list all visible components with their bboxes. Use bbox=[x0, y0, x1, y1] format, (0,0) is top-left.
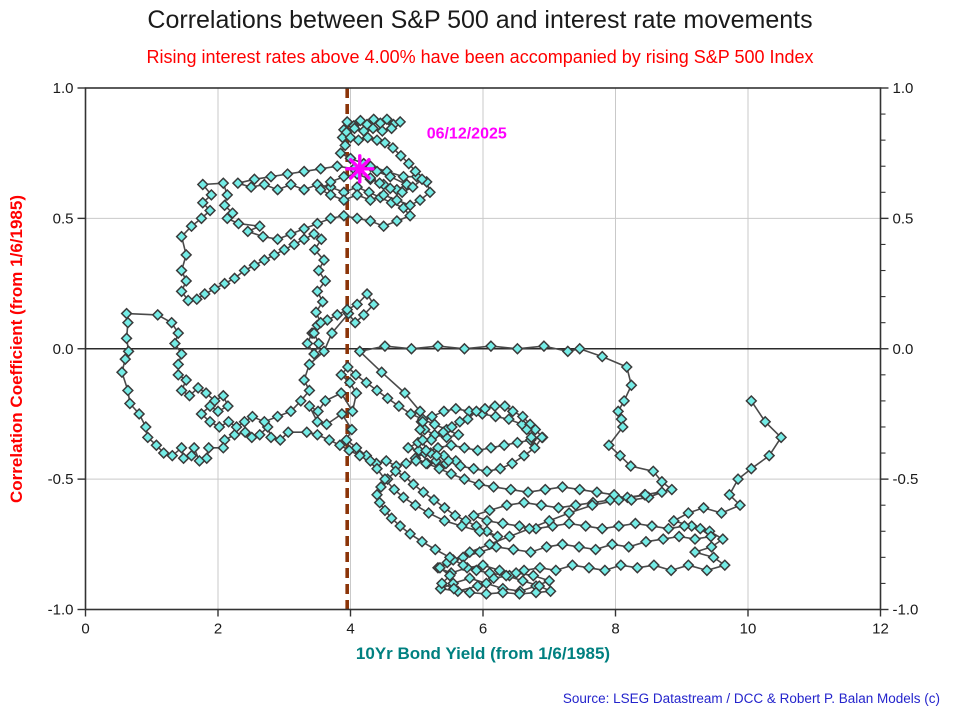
svg-text:0.5: 0.5 bbox=[893, 210, 914, 227]
svg-text:-1.0: -1.0 bbox=[48, 602, 74, 619]
svg-text:-0.5: -0.5 bbox=[893, 471, 919, 488]
date-annotation: 06/12/2025 bbox=[427, 126, 507, 143]
axis-tick-labels: 0 2 4 6 8 10 12 1.0 1.0 0.5 0.5 0.0 0.0 -0.5 -0.5 -1.0 -… bbox=[48, 80, 919, 638]
svg-text:8: 8 bbox=[611, 621, 619, 638]
gridlines bbox=[85, 88, 881, 610]
svg-text:0.0: 0.0 bbox=[893, 341, 914, 358]
svg-text:6: 6 bbox=[479, 621, 487, 638]
latest-point-star-icon bbox=[345, 154, 375, 184]
svg-text:-0.5: -0.5 bbox=[48, 471, 74, 488]
page-title: Correlations between S&P 500 and interes… bbox=[147, 6, 813, 34]
source-note: Source: LSEG Datastream / DCC & Robert P… bbox=[562, 691, 940, 706]
svg-text:2: 2 bbox=[214, 621, 222, 638]
svg-text:10: 10 bbox=[740, 621, 757, 638]
data-markers bbox=[115, 113, 788, 600]
svg-text:1.0: 1.0 bbox=[53, 80, 74, 97]
chart-subtitle: Rising interest rates above 4.00% have b… bbox=[146, 47, 814, 67]
y-axis-label: Correlation Coefficient (from 1/6/1985) bbox=[7, 195, 26, 503]
svg-text:0.5: 0.5 bbox=[53, 210, 74, 227]
axis-ticks bbox=[77, 87, 889, 617]
svg-text:4: 4 bbox=[346, 621, 354, 638]
svg-text:0.0: 0.0 bbox=[53, 341, 74, 358]
svg-text:0: 0 bbox=[81, 621, 89, 638]
x-axis-label: 10Yr Bond Yield (from 1/6/1985) bbox=[356, 644, 610, 663]
svg-text:12: 12 bbox=[872, 621, 889, 638]
svg-text:1.0: 1.0 bbox=[893, 80, 914, 97]
svg-text:-1.0: -1.0 bbox=[893, 602, 919, 619]
